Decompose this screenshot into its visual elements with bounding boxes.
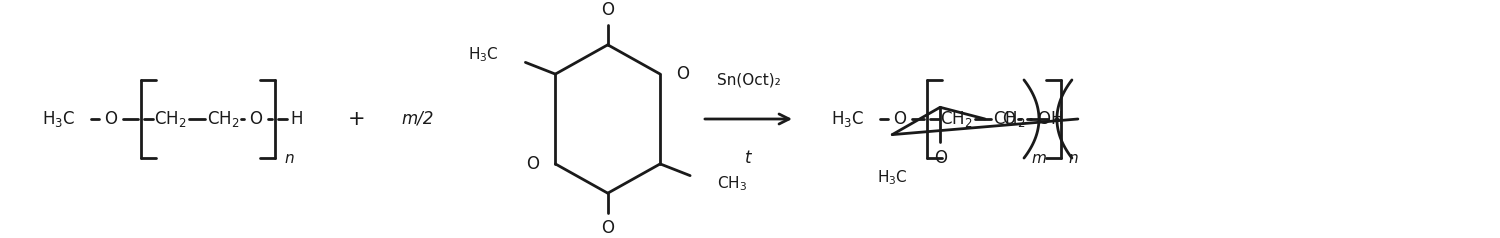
Text: H: H <box>1050 110 1064 128</box>
Text: H$_3$C: H$_3$C <box>42 109 75 129</box>
Text: O: O <box>526 155 540 173</box>
Text: n: n <box>1068 151 1078 166</box>
Text: O: O <box>1002 110 1016 128</box>
Text: n: n <box>284 151 294 166</box>
Text: m: m <box>1032 151 1047 166</box>
Text: O: O <box>933 149 946 167</box>
Text: +: + <box>348 109 364 129</box>
Text: m/2: m/2 <box>402 110 433 128</box>
Text: CH$_2$: CH$_2$ <box>993 109 1026 129</box>
Text: O: O <box>104 110 117 128</box>
Text: H$_3$C: H$_3$C <box>468 45 500 64</box>
Text: H$_3$C: H$_3$C <box>831 109 864 129</box>
Text: CH$_2$: CH$_2$ <box>207 109 238 129</box>
Text: CH$_3$: CH$_3$ <box>717 174 747 193</box>
Text: CH$_2$: CH$_2$ <box>940 109 974 129</box>
Text: O: O <box>676 65 688 83</box>
Text: H$_3$C: H$_3$C <box>878 168 908 187</box>
Text: t: t <box>746 149 752 167</box>
Text: O: O <box>602 219 615 237</box>
Text: O: O <box>249 110 262 128</box>
Text: Sn(Oct)₂: Sn(Oct)₂ <box>717 72 780 87</box>
Text: H: H <box>290 110 303 128</box>
Text: CH$_2$: CH$_2$ <box>154 109 188 129</box>
Text: O: O <box>892 110 906 128</box>
Text: O: O <box>1036 110 1050 128</box>
Text: O: O <box>602 1 615 19</box>
